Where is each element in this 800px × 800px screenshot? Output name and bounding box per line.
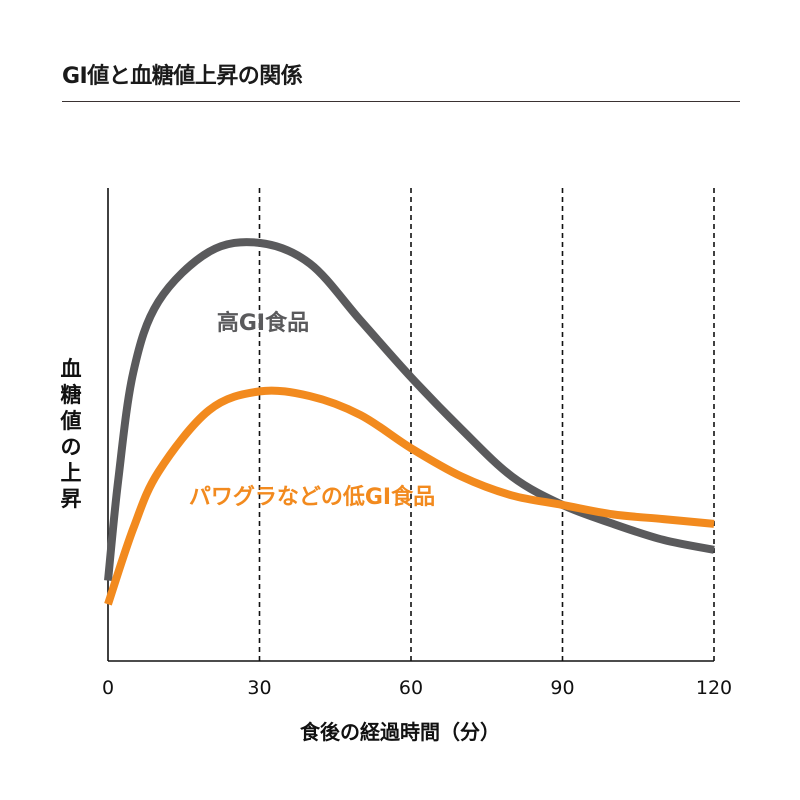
low-gi-label: パワグラなどの低GI食品	[189, 484, 435, 510]
x-tick-label: 0	[102, 677, 114, 699]
chart-title: GI値と血糖値上昇の関係	[62, 64, 303, 89]
x-tick-label: 60	[399, 677, 423, 699]
low-gi-curve	[104, 386, 715, 606]
x-tick-label: 90	[550, 677, 574, 699]
title-divider	[62, 101, 740, 102]
high-gi-label: 高GI食品	[217, 310, 309, 336]
y-axis-label: 血糖値の上昇	[60, 357, 82, 511]
x-tick-label: 30	[247, 677, 271, 699]
x-axis-label: 食後の経過時間（分）	[300, 720, 500, 744]
high-gi-curve	[104, 238, 715, 581]
x-tick-label: 120	[696, 677, 732, 699]
